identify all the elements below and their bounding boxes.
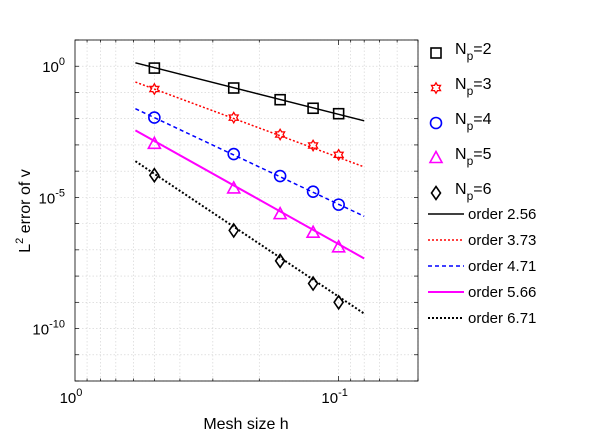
series-4-markers xyxy=(147,135,346,253)
legend-label: order 5.66 xyxy=(468,284,536,301)
series-2-markers xyxy=(148,82,345,162)
data-markers xyxy=(147,62,346,311)
fit-line xyxy=(135,62,365,122)
legend-label: Np=2 xyxy=(455,41,492,63)
data-point xyxy=(228,111,240,125)
legend-label: Np=4 xyxy=(455,111,492,133)
fit-lines xyxy=(134,62,365,315)
data-point xyxy=(272,205,288,220)
data-point xyxy=(273,169,287,183)
data-point xyxy=(274,127,286,141)
legend-label: order 3.73 xyxy=(468,232,536,249)
data-point xyxy=(226,180,242,194)
legend-marker xyxy=(430,47,442,59)
legend-label: order 4.71 xyxy=(468,258,536,275)
data-point xyxy=(307,139,319,152)
legend-label: Np=5 xyxy=(455,146,492,168)
y-tick-label: 10-5 xyxy=(39,187,65,207)
legend-label: Np=6 xyxy=(455,181,492,203)
legend-marker xyxy=(428,149,444,164)
fit-line xyxy=(135,108,365,217)
y-tick-label: 100 xyxy=(42,56,65,76)
data-point xyxy=(274,252,286,269)
data-point xyxy=(228,222,240,239)
y-tick-label: 10-10 xyxy=(32,319,65,339)
fit-line xyxy=(134,160,365,315)
data-point xyxy=(148,167,160,184)
data-point xyxy=(147,135,162,150)
data-point xyxy=(274,93,286,106)
series-1-markers xyxy=(148,62,345,120)
fit-line xyxy=(135,81,365,168)
plot-area-frame xyxy=(74,39,419,382)
data-point xyxy=(306,185,320,198)
legend-label: Np=3 xyxy=(455,76,492,98)
y-axis-label: L2 error of v xyxy=(14,169,34,253)
series-5-markers xyxy=(148,167,345,311)
fit-line xyxy=(134,129,365,260)
data-point xyxy=(305,224,321,239)
legend-marker xyxy=(430,81,442,95)
legend-marker xyxy=(429,116,443,130)
legend-marker xyxy=(430,185,442,201)
data-point xyxy=(227,147,241,161)
data-point xyxy=(148,82,160,96)
series-3-markers xyxy=(148,111,345,211)
data-point xyxy=(332,198,345,211)
data-point xyxy=(148,62,161,74)
data-point xyxy=(333,148,345,162)
data-point xyxy=(307,275,319,292)
data-point xyxy=(333,294,345,311)
x-axis-label: Mesh size h xyxy=(203,416,288,433)
data-point xyxy=(332,107,345,120)
x-tick-label: 10-1 xyxy=(321,387,347,407)
tick-labels: 100 10-1 100 10-5 10-10 xyxy=(32,56,347,407)
legend-label: order 6.71 xyxy=(468,310,536,327)
data-point xyxy=(227,82,240,94)
legend-label: order 2.56 xyxy=(468,206,536,223)
data-point xyxy=(148,111,161,124)
x-tick-label: 100 xyxy=(60,387,83,407)
data-point xyxy=(331,239,346,253)
data-point xyxy=(307,102,319,115)
legend: Np=2 Np=3 Np=4 Np=5 Np=6 order 2.56 order 3.73… xyxy=(428,41,536,327)
